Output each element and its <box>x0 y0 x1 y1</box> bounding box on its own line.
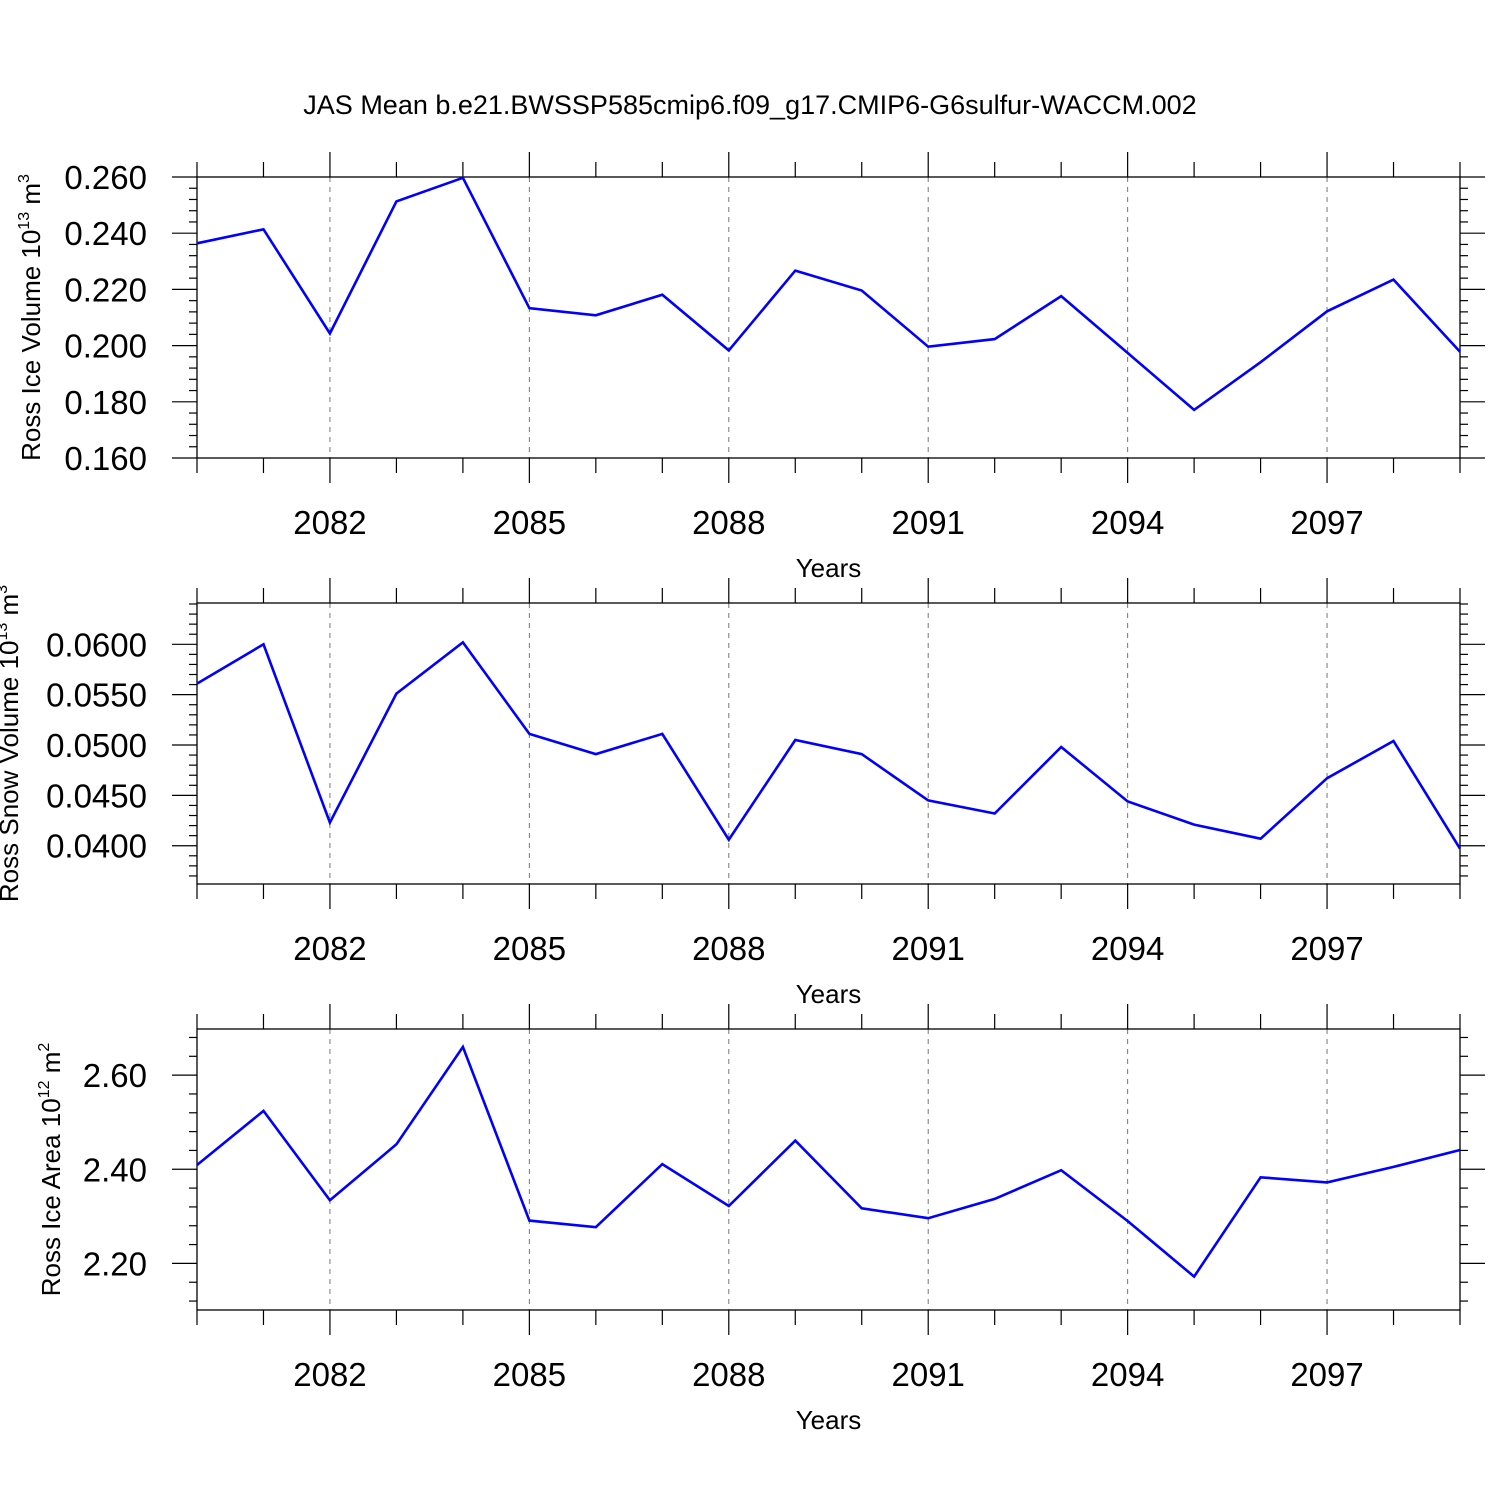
ice-area-panel: 2.20 2.40 2.60 2082 2085 2088 2091 2094 2097 Year… <box>36 1004 1485 1435</box>
y-tick-label: 0.260 <box>64 159 147 196</box>
x-tick-label: 2085 <box>493 930 566 967</box>
y-tick-label: 0.0550 <box>46 677 147 714</box>
y-tick-label: 0.0500 <box>46 727 147 764</box>
y-tick-label: 0.160 <box>64 440 147 477</box>
x-tick-label: 2085 <box>493 1356 566 1393</box>
series-line <box>196 1044 1461 1279</box>
plot-frame <box>196 176 1461 459</box>
x-tick-label: 2088 <box>692 930 765 967</box>
y-tick-label: 0.200 <box>64 328 147 365</box>
x-tick-label: 2088 <box>692 1356 765 1393</box>
series-line <box>196 176 1461 412</box>
snow-volume-panel: 0.0400 0.0450 0.0500 0.0550 0.0600 2082 2085 20… <box>0 578 1485 1009</box>
y-tick-label: 0.220 <box>64 271 147 308</box>
y-axis-title: Ross Snow Volume 1013 m3 <box>0 585 24 902</box>
x-tick-label: 2097 <box>1290 930 1363 967</box>
x-tick-label: 2097 <box>1290 504 1363 541</box>
y-tick-label: 2.40 <box>83 1151 147 1188</box>
series-line <box>196 640 1462 850</box>
x-axis-title: Years <box>796 553 862 583</box>
x-axis-title: Years <box>796 1405 862 1435</box>
x-tick-label: 2088 <box>692 504 765 541</box>
x-tick-label: 2094 <box>1091 930 1164 967</box>
ice-volume-panel: 0.160 0.180 0.200 0.220 0.240 0.260 2082 2085 20… <box>16 152 1485 583</box>
y-axis-title: Ross Ice Area 1012 m2 <box>36 1043 66 1297</box>
plot-frame <box>196 1028 1461 1311</box>
plot-frame <box>196 602 1461 885</box>
x-tick-label: 2094 <box>1091 504 1164 541</box>
x-tick-label: 2082 <box>293 1356 366 1393</box>
x-tick-label: 2091 <box>891 1356 964 1393</box>
y-tick-label: 0.240 <box>64 215 147 252</box>
y-axis-title: Ross Ice Volume 1013 m3 <box>16 174 46 461</box>
x-tick-label: 2091 <box>891 930 964 967</box>
main-title: JAS Mean b.e21.BWSSP585cmip6.f09_g17.CMI… <box>303 90 1196 120</box>
x-tick-label: 2082 <box>293 504 366 541</box>
y-tick-label: 0.0450 <box>46 777 147 814</box>
y-tick-label: 0.0400 <box>46 828 147 865</box>
x-tick-label: 2085 <box>493 504 566 541</box>
x-tick-label: 2082 <box>293 930 366 967</box>
x-tick-label: 2094 <box>1091 1356 1164 1393</box>
x-tick-label: 2091 <box>891 504 964 541</box>
y-tick-label: 0.180 <box>64 384 147 421</box>
x-tick-label: 2097 <box>1290 1356 1363 1393</box>
x-axis-title: Years <box>796 979 862 1009</box>
y-tick-label: 2.20 <box>83 1245 147 1282</box>
y-tick-label: 0.0600 <box>46 626 147 663</box>
y-tick-label: 2.60 <box>83 1057 147 1094</box>
